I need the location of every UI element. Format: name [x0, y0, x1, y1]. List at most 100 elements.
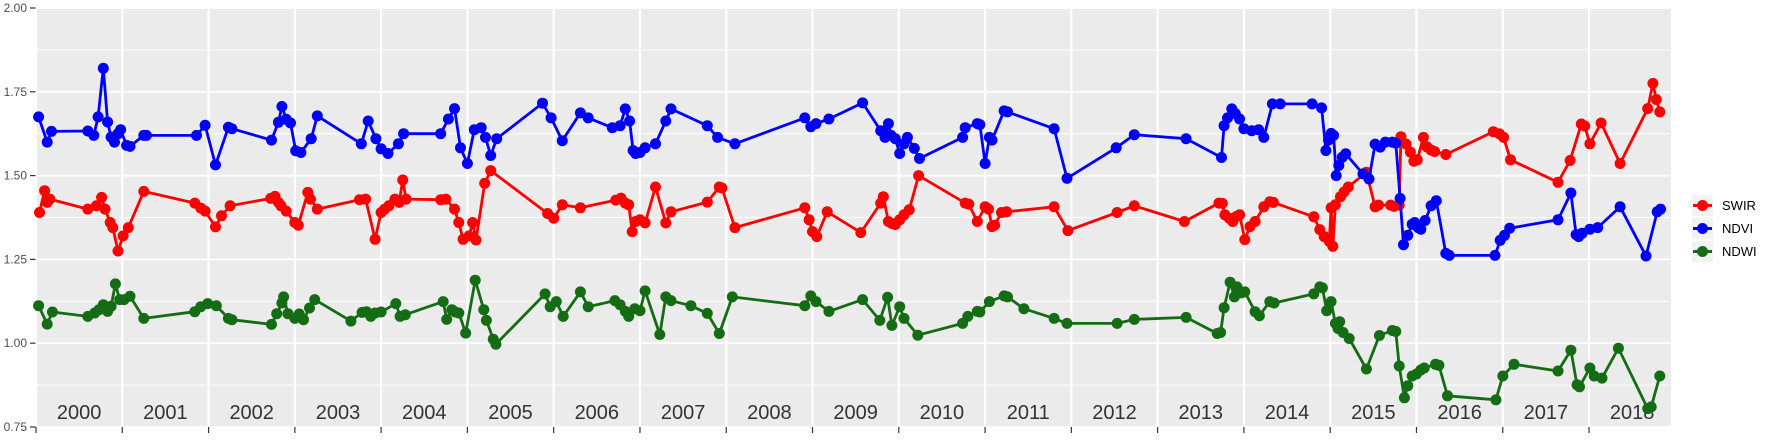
ndwi-point: [685, 300, 697, 312]
swir-point: [1654, 106, 1666, 118]
swir-point: [1411, 154, 1423, 166]
ndwi-point: [1497, 370, 1509, 382]
ndvi-point: [901, 131, 913, 143]
swir-point: [1564, 155, 1576, 166]
y-tick-label: 1.25: [4, 252, 28, 266]
swir-point: [34, 207, 45, 218]
swir-point: [280, 205, 292, 217]
x-tick-label: 2012: [1092, 402, 1137, 424]
ndvi-point: [1253, 124, 1265, 136]
ndwi-point: [701, 307, 713, 319]
ndwi-point: [138, 312, 150, 324]
swir-point: [716, 182, 728, 194]
ndwi-point: [1552, 365, 1564, 377]
ndwi-point: [1268, 297, 1280, 309]
swir-point: [963, 198, 975, 210]
swir-point: [548, 212, 560, 224]
ndvi-point: [665, 103, 677, 115]
ndvi-point: [1430, 195, 1442, 207]
ndwi-point: [726, 291, 738, 303]
ndwi-point: [298, 314, 309, 326]
ndwi-point: [490, 338, 502, 350]
ndvi-point: [959, 122, 971, 134]
ndvi-point: [1552, 214, 1564, 226]
legend-entry-ndvi: NDVI: [1692, 218, 1757, 239]
ndvi-point: [1274, 98, 1286, 110]
ndvi-point: [1489, 249, 1501, 261]
ndwi-point: [1180, 311, 1192, 323]
swir-point: [1178, 216, 1190, 227]
swir-point: [39, 185, 51, 197]
legend-entry-ndwi: NDWI: [1692, 241, 1757, 262]
legend-label-ndvi: NDVI: [1722, 221, 1754, 236]
swir-point: [1111, 207, 1123, 218]
ndwi-point: [441, 313, 453, 325]
ndvi-point: [210, 159, 221, 171]
swir-point: [117, 230, 129, 242]
swir-point: [400, 193, 412, 205]
ndvi-point: [1258, 131, 1270, 143]
ndvi-point: [1655, 203, 1667, 215]
y-axis: 2.00 1.75 1.50 1.25 1.00 0.75: [4, 1, 36, 434]
ndvi-point: [480, 131, 491, 143]
ndvi-point: [475, 122, 487, 134]
swir-point: [292, 219, 304, 231]
swir-point: [1417, 131, 1429, 143]
ndwi-point: [623, 310, 635, 322]
legend-swatch-ndvi-icon: [1693, 223, 1712, 234]
ndwi-point: [634, 305, 646, 317]
swir-point: [96, 191, 108, 203]
swir-point: [821, 206, 833, 218]
swir-point: [1595, 117, 1607, 129]
swir-point: [44, 193, 56, 205]
x-tick-label: 2004: [402, 402, 447, 424]
swir-point: [1373, 199, 1384, 211]
swir-point: [1650, 94, 1662, 105]
ndwi-point: [478, 304, 490, 316]
ndvi-point: [979, 158, 991, 169]
swir-point: [1308, 211, 1320, 223]
ndwi-series: [33, 274, 1666, 415]
swir-point: [112, 245, 124, 257]
ndvi-point: [1316, 102, 1328, 114]
swir-point: [90, 200, 102, 212]
ndvi-point: [974, 119, 986, 131]
ndvi-point: [1234, 113, 1246, 125]
swir-point: [1440, 149, 1452, 160]
ndvi-point: [1390, 137, 1402, 149]
ndwi-point: [399, 309, 411, 321]
ndwi-point: [1442, 390, 1453, 402]
swir-point: [1216, 197, 1228, 209]
ndvi-point: [624, 115, 636, 127]
ndvi-point: [226, 123, 238, 135]
x-tick-label: 2007: [661, 402, 706, 424]
ndvi-point: [1402, 229, 1414, 241]
ndwi-point: [1373, 330, 1385, 341]
ndwi-point: [874, 314, 886, 326]
ndwi-point: [799, 300, 811, 312]
x-tick-label: 2015: [1351, 402, 1396, 424]
ndwi-point: [1402, 380, 1414, 392]
swir-point: [855, 227, 867, 239]
ndvi-point: [1048, 123, 1060, 135]
swir-point: [665, 206, 677, 218]
ndvi-point: [33, 111, 45, 123]
ndwi-point: [226, 314, 238, 326]
ndwi-point: [105, 300, 117, 312]
ndvi-point: [102, 116, 114, 128]
swir-point: [639, 217, 651, 229]
swir-point: [224, 200, 236, 212]
swir-point: [660, 217, 672, 229]
ndvi-point: [1415, 223, 1427, 235]
swir-point: [989, 219, 1001, 231]
ndwi-point: [557, 310, 569, 322]
ndwi-point: [983, 296, 995, 308]
ndwi-point: [480, 314, 492, 326]
ndwi-point: [109, 278, 121, 290]
ndvi-point: [398, 128, 410, 140]
x-tick-label: 2009: [833, 402, 878, 424]
ndvi-point: [823, 113, 835, 125]
swir-point: [1234, 209, 1246, 221]
ndwi-point: [582, 301, 594, 313]
